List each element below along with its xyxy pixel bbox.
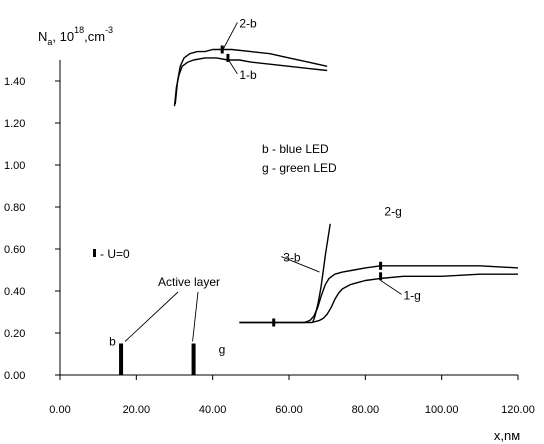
u0-marker-2-g (379, 261, 383, 270)
legend-line-green: g - green LED (262, 161, 337, 175)
y-tick-label: 0.00 (4, 370, 25, 382)
curve-label-2-g: 2-g (384, 204, 401, 218)
u0-marker-2-b (220, 45, 224, 54)
y-ticks: 0.00 0.20 0.40 0.60 0.80 1.00 1.20 1.40 (4, 76, 60, 382)
curve-label-3-b: 3-b (283, 251, 301, 265)
active-layer-bar-g (191, 343, 196, 375)
x-tick-label: 60.00 (275, 404, 303, 416)
curve-label-leader-2-b (222, 22, 238, 50)
x-tick-label: 40.00 (199, 404, 227, 416)
y-tick-label: 0.20 (4, 328, 25, 340)
y-tick-label: 1.20 (4, 118, 25, 130)
x-tick-label: 0.00 (49, 404, 70, 416)
series-layer (173, 48, 519, 324)
x-axis-title: x,nм (494, 428, 520, 443)
curve-label-leader-1-b (227, 58, 238, 75)
curve-labels: 2-b 1-b 2-g 3-b 1-g (222, 16, 421, 302)
x-ticks: 0.00 20.00 40.00 60.00 80.00 100.00 120.00 (49, 375, 535, 416)
active-layer-label: Active layer (158, 275, 220, 289)
active-layer-bar-b (119, 343, 124, 375)
curve-label-1-g: 1-g (404, 288, 421, 302)
x-tick-label: 120.00 (501, 404, 535, 416)
y-axis-title: Na, 1018,cm-3 (38, 25, 113, 47)
active-layer-bars: bg (109, 291, 226, 375)
u0-marker-1-g (379, 272, 383, 281)
series-line-1-b (173, 57, 328, 107)
u0-legend-label: - U=0 (100, 247, 130, 261)
legend-line-blue: b - blue LED (262, 142, 329, 156)
active-layer-bar-label-g: g (219, 343, 226, 357)
x-tick-label: 100.00 (425, 404, 459, 416)
series-line-2-g (239, 265, 519, 324)
curve-label-1-b: 1-b (239, 68, 257, 82)
y-tick-label: 1.00 (4, 160, 25, 172)
curve-label-leader-3-b (281, 256, 320, 273)
series-line-1-g (239, 273, 518, 324)
u0-markers (220, 45, 383, 327)
y-tick-label: 0.40 (4, 286, 25, 298)
curve-label-leader-1-g (380, 280, 402, 295)
curve-label-2-b: 2-b (239, 16, 257, 30)
active-layer-leader-b (124, 291, 179, 342)
y-tick-label: 0.60 (4, 244, 25, 256)
u0-legend-marker (93, 249, 96, 257)
y-tick-label: 1.40 (4, 76, 25, 88)
active-layer-leader-g (192, 291, 199, 342)
y-tick-label: 0.80 (4, 202, 25, 214)
series-line-3-b (312, 223, 331, 323)
x-tick-label: 80.00 (352, 404, 380, 416)
u0-marker-1-b (226, 53, 230, 62)
u0-marker-baseline (272, 318, 276, 327)
x-tick-label: 20.00 (123, 404, 151, 416)
active-layer-bar-label-b: b (109, 335, 116, 349)
series-line-2-b (174, 48, 328, 105)
